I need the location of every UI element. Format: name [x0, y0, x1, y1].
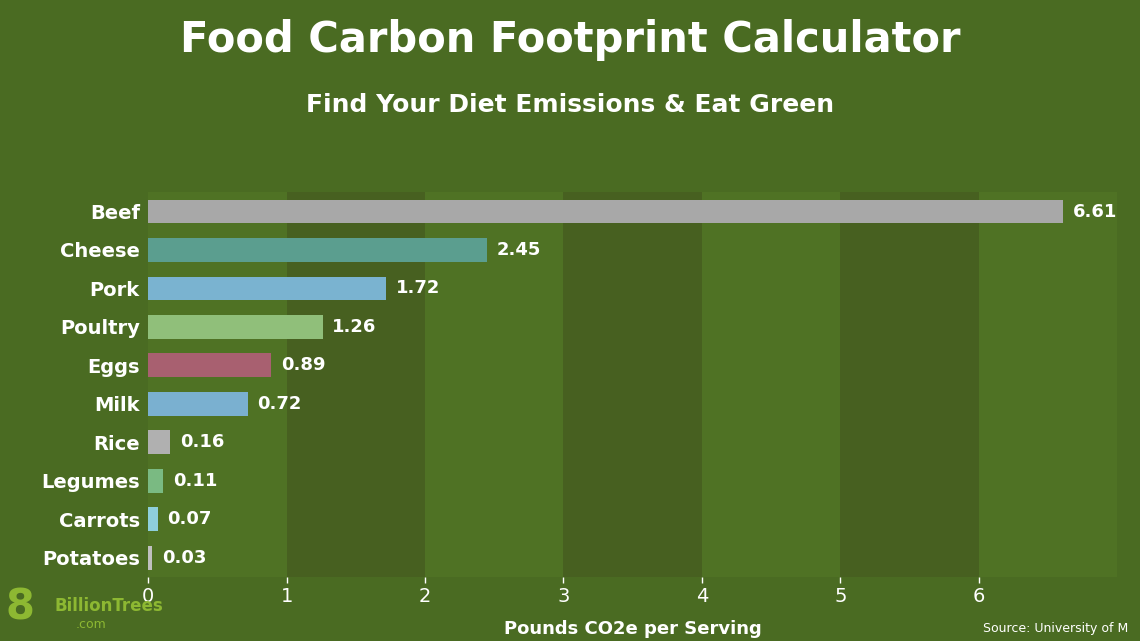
Bar	[148, 507, 157, 531]
Text: BillionTrees: BillionTrees	[55, 597, 163, 615]
Bar	[148, 430, 170, 454]
Bar	[286, 192, 425, 577]
Bar	[563, 192, 702, 577]
Text: 0.07: 0.07	[168, 510, 212, 528]
Text: Find Your Diet Emissions & Eat Green: Find Your Diet Emissions & Eat Green	[306, 93, 834, 117]
X-axis label: Pounds CO2e per Serving: Pounds CO2e per Serving	[504, 620, 762, 638]
Bar	[148, 315, 323, 339]
Bar	[979, 192, 1117, 577]
Bar	[840, 192, 979, 577]
Bar	[148, 392, 247, 416]
Text: Source: University of M: Source: University of M	[984, 622, 1129, 635]
Text: Food Carbon Footprint Calculator: Food Carbon Footprint Calculator	[180, 19, 960, 62]
Bar	[425, 192, 563, 577]
Text: 0.16: 0.16	[180, 433, 225, 451]
Bar	[148, 469, 163, 493]
Bar	[148, 353, 271, 378]
Text: 0.72: 0.72	[258, 395, 302, 413]
Bar	[148, 199, 1064, 224]
Text: 0.89: 0.89	[282, 356, 326, 374]
Bar	[148, 545, 153, 570]
Bar	[702, 192, 840, 577]
Text: 1.26: 1.26	[333, 318, 376, 336]
Text: 8: 8	[6, 586, 34, 628]
Text: 0.11: 0.11	[173, 472, 218, 490]
Bar	[148, 276, 386, 301]
Text: 2.45: 2.45	[497, 241, 542, 259]
Bar	[148, 192, 286, 577]
Text: 0.03: 0.03	[162, 549, 206, 567]
Bar	[148, 238, 488, 262]
Text: .com: .com	[75, 619, 106, 631]
Text: 6.61: 6.61	[1073, 203, 1117, 221]
Text: 1.72: 1.72	[396, 279, 440, 297]
